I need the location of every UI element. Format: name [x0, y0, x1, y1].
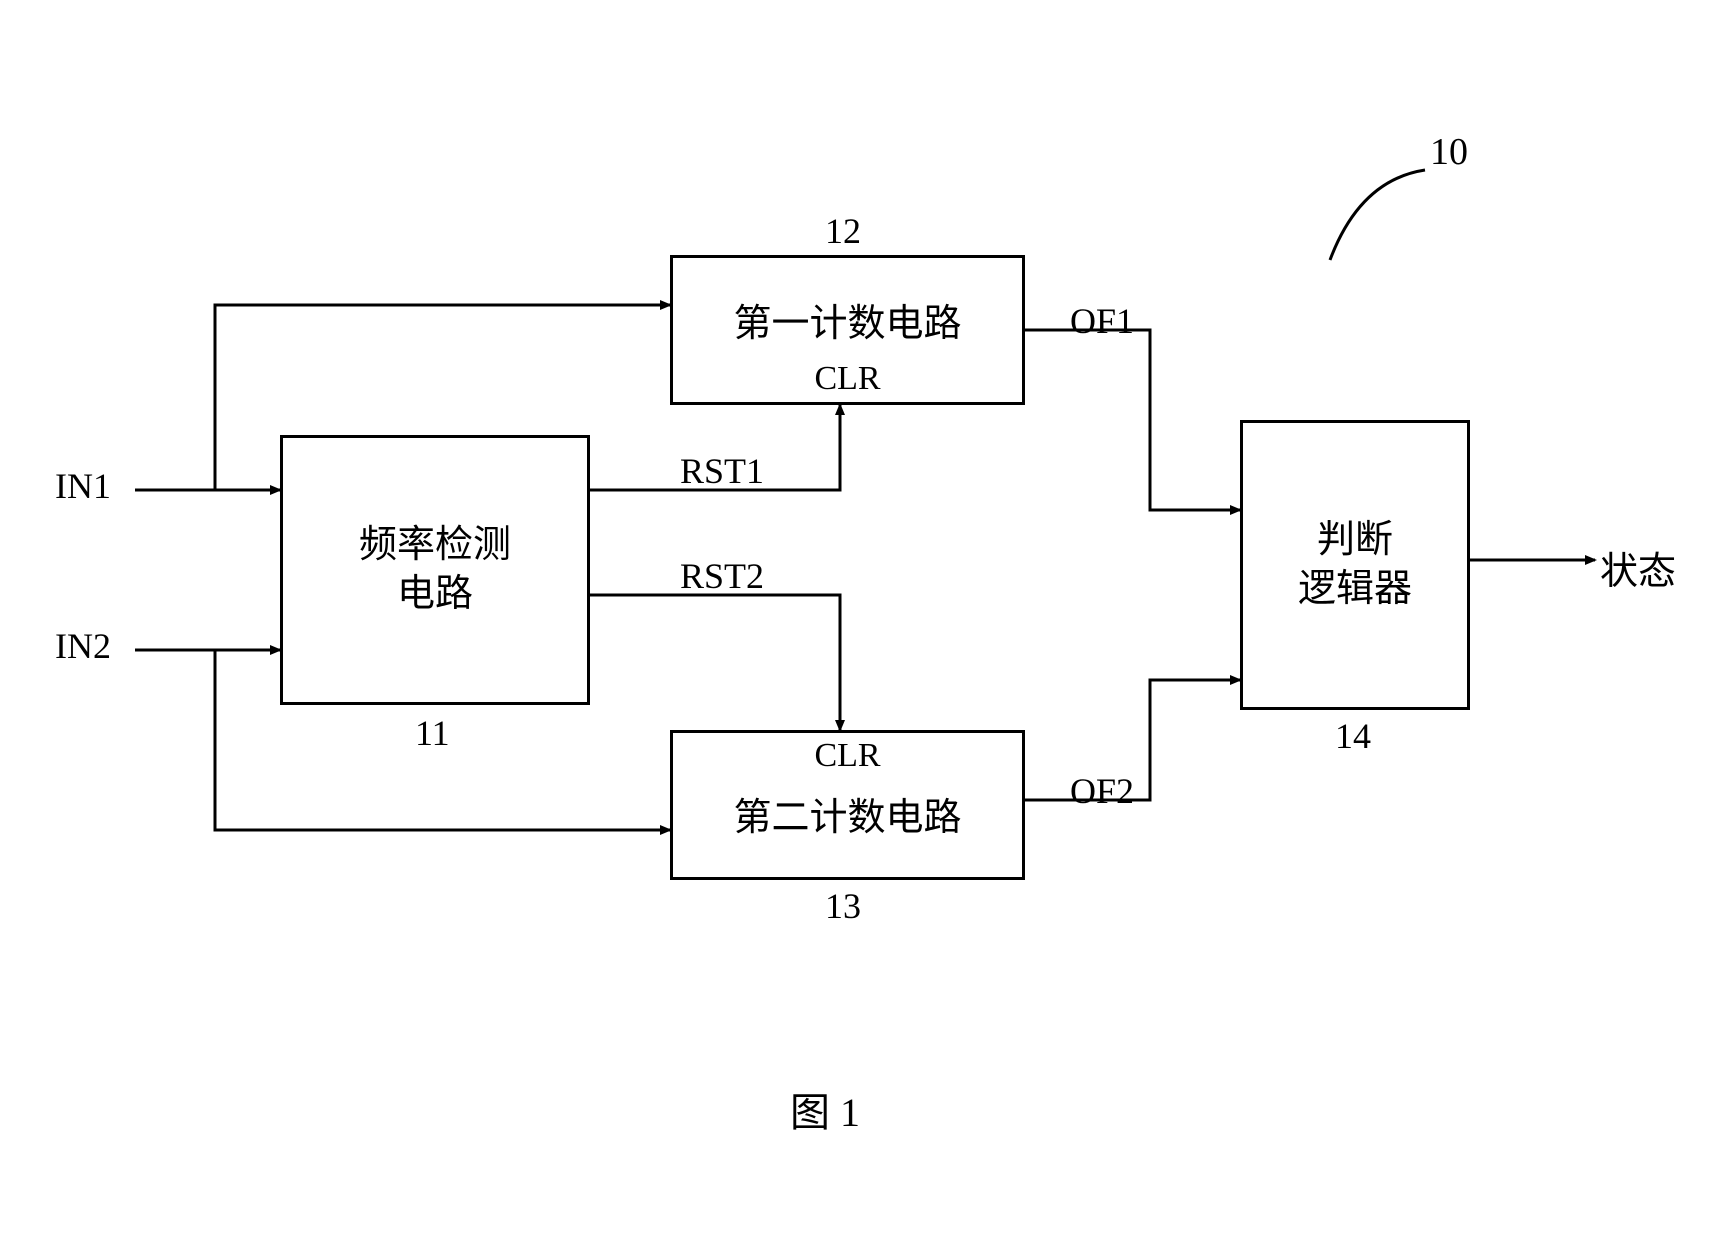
counter2-ref: 13 — [825, 885, 861, 927]
in1-label: IN1 — [55, 465, 111, 507]
rst2-label: RST2 — [680, 555, 764, 597]
counter1-label: 第一计数电路 — [733, 300, 961, 349]
counter2-clr: CLR — [814, 737, 880, 775]
freq-detect-line1: 频率检测 — [359, 524, 511, 566]
judge-label: 判断 逻辑器 — [1298, 516, 1412, 615]
counter2-label: 第二计数电路 — [733, 794, 961, 843]
judge-ref: 14 — [1335, 715, 1371, 757]
rst1-label: RST1 — [680, 450, 764, 492]
counter1-ref: 12 — [825, 210, 861, 252]
wire-of1 — [1025, 330, 1240, 510]
freq-detect-line2: 电路 — [397, 573, 473, 615]
state-label: 状态 — [1600, 540, 1676, 595]
judge-line2: 逻辑器 — [1298, 568, 1412, 610]
freq-detect-label: 频率检测 电路 — [359, 521, 511, 620]
freq-detect-block: 频率检测 电路 — [280, 435, 590, 705]
wire-rst2 — [590, 595, 840, 730]
judge-block: 判断 逻辑器 — [1240, 420, 1470, 710]
ref10-arc — [1330, 170, 1425, 260]
counter1-clr: CLR — [814, 360, 880, 398]
of1-label: OF1 — [1070, 300, 1134, 342]
of2-label: OF2 — [1070, 770, 1134, 812]
figure-ref10: 10 — [1430, 130, 1468, 174]
in2-label: IN2 — [55, 625, 111, 667]
counter1-block: 第一计数电路 CLR — [670, 255, 1025, 405]
freq-detect-ref: 11 — [415, 712, 450, 754]
counter2-block: CLR 第二计数电路 — [670, 730, 1025, 880]
judge-line1: 判断 — [1317, 519, 1393, 561]
figure-caption: 图 1 — [790, 1080, 860, 1138]
